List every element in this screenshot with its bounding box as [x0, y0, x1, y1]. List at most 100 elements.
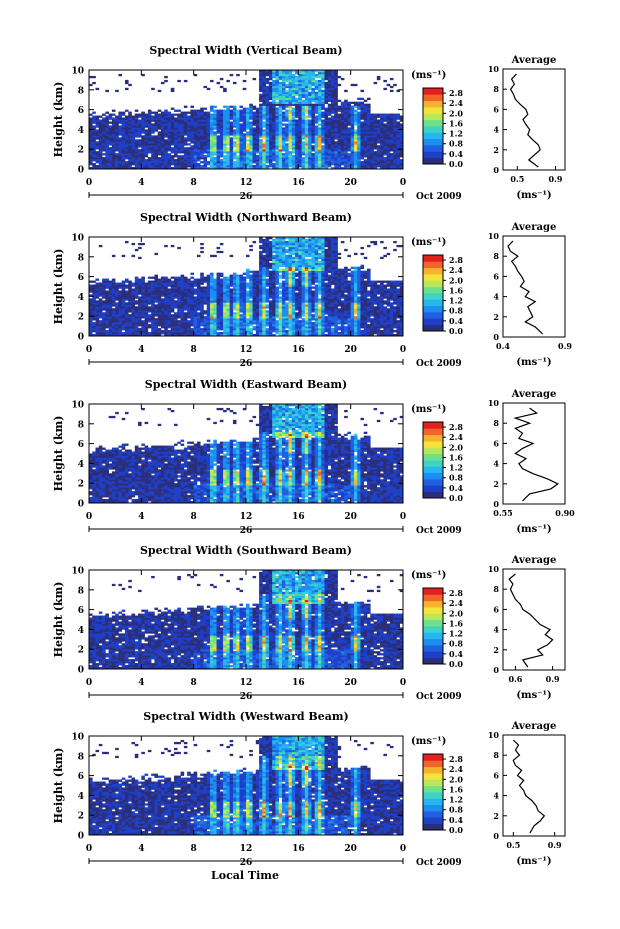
- heatmap-cell: [115, 131, 119, 134]
- heatmap-cell: [111, 284, 116, 287]
- heatmap-cell: [389, 135, 394, 138]
- heatmap-cell: [291, 137, 296, 140]
- heatmap-cell: [298, 143, 302, 146]
- heatmap-cell: [154, 312, 158, 315]
- heatmap-cell: [229, 302, 234, 305]
- heatmap-cell: [92, 326, 96, 329]
- heatmap-cell: [311, 79, 315, 83]
- heatmap-cell: [121, 324, 126, 327]
- heatmap-cell: [105, 141, 109, 144]
- heatmap-cell: [164, 276, 168, 279]
- heatmap-cell: [138, 125, 142, 128]
- heatmap-cell: [232, 113, 237, 116]
- heatmap-cell: [128, 306, 132, 309]
- heatmap-cell: [350, 101, 355, 104]
- heatmap-cell: [386, 159, 391, 162]
- heatmap-cell: [154, 284, 158, 287]
- heatmap-cell: [223, 147, 227, 150]
- heatmap-cell: [196, 113, 201, 116]
- heatmap-cell: [298, 81, 302, 85]
- heatmap-cell: [301, 127, 306, 130]
- heatmap-cell: [190, 324, 194, 327]
- heatmap-cell: [200, 109, 204, 112]
- heatmap-cell: [219, 135, 224, 138]
- heatmap-cell: [131, 326, 136, 329]
- heatmap-cell: [111, 161, 116, 164]
- heatmap-cell: [138, 308, 142, 311]
- heatmap-cell: [337, 163, 342, 166]
- heatmap-cell: [239, 155, 244, 158]
- heatmap-cell: [340, 109, 345, 112]
- heatmap-cell: [92, 121, 96, 124]
- heatmap-cell: [203, 163, 208, 166]
- heatmap-cell: [147, 145, 152, 148]
- heatmap-cell: [223, 280, 227, 283]
- heatmap-cell: [151, 296, 155, 299]
- heatmap-cell: [268, 127, 273, 130]
- heatmap-cell: [160, 310, 165, 313]
- heatmap-cell: [105, 137, 109, 140]
- heatmap-cell: [278, 75, 283, 79]
- heatmap-cell: [105, 290, 109, 293]
- heatmap-cell: [177, 157, 181, 160]
- heatmap-cell: [200, 113, 204, 116]
- heatmap-cell: [229, 308, 234, 311]
- heatmap-cell: [275, 79, 280, 83]
- heatmap-cell: [298, 159, 302, 162]
- heatmap-cell: [108, 135, 113, 138]
- heatmap-cell: [337, 135, 342, 138]
- heatmap-cell: [144, 133, 149, 136]
- heatmap-cell: [268, 77, 273, 81]
- heatmap-cell: [193, 330, 198, 333]
- heatmap-cell: [363, 135, 368, 138]
- heatmap-cell: [357, 159, 361, 162]
- heatmap-cell: [167, 137, 172, 140]
- heatmap-cell: [170, 316, 175, 319]
- heatmap-cell: [259, 153, 263, 156]
- heatmap-cell: [124, 161, 129, 164]
- heatmap-cell: [288, 75, 293, 79]
- heatmap-cell: [108, 284, 113, 287]
- heatmap-cell: [118, 318, 123, 321]
- heatmap-cell: [151, 288, 155, 291]
- heatmap-cell: [157, 300, 162, 303]
- heatmap-cell: [141, 137, 145, 140]
- heatmap-cell: [298, 77, 302, 81]
- heatmap-cell: [147, 296, 152, 299]
- heatmap-cell: [236, 294, 240, 297]
- heatmap-cell: [174, 125, 178, 128]
- heatmap-cell: [249, 161, 253, 164]
- heatmap-cell: [255, 147, 260, 150]
- heatmap-cell: [373, 121, 378, 124]
- heatmap-cell: [265, 268, 270, 271]
- heatmap-cell: [232, 141, 237, 144]
- heatmap-cell: [376, 113, 381, 116]
- heatmap-cell: [291, 133, 296, 136]
- heatmap-cell: [360, 131, 365, 134]
- heatmap-cell: [200, 149, 204, 152]
- heatmap-cell: [249, 244, 253, 248]
- heatmap-cell: [262, 238, 266, 242]
- heatmap-cell: [285, 103, 289, 106]
- heatmap-cell: [370, 123, 374, 126]
- heatmap-cell: [144, 139, 149, 142]
- heatmap-cell: [187, 316, 191, 319]
- heatmap-cell: [344, 129, 348, 132]
- heatmap-cell: [203, 121, 208, 124]
- heatmap-cell: [291, 101, 296, 104]
- heatmap-cell: [226, 296, 230, 299]
- heatmap-cell: [314, 107, 319, 110]
- heatmap-cell: [92, 157, 96, 160]
- heatmap-cell: [216, 314, 221, 317]
- heatmap-cell: [200, 332, 204, 335]
- heatmap-cell: [216, 119, 221, 122]
- heatmap-cell: [174, 153, 178, 156]
- heatmap-cell: [334, 163, 338, 166]
- heatmap-cell: [131, 284, 136, 287]
- heatmap-cell: [180, 310, 185, 313]
- heatmap-cell: [95, 125, 100, 128]
- heatmap-cell: [236, 149, 240, 152]
- heatmap-cell: [272, 119, 276, 122]
- heatmap-cell: [252, 159, 257, 162]
- y-tick-label: 8: [78, 86, 84, 96]
